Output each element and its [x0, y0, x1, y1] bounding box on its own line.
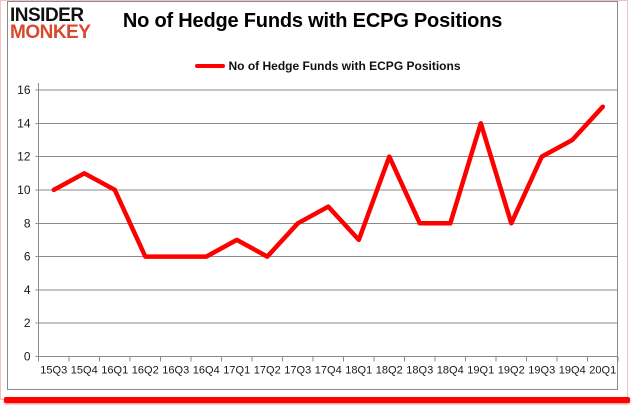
svg-text:4: 4 [24, 283, 31, 297]
svg-text:8: 8 [24, 216, 31, 230]
svg-text:18Q4: 18Q4 [437, 365, 464, 377]
svg-text:15Q4: 15Q4 [71, 365, 98, 377]
svg-text:2: 2 [24, 316, 31, 330]
svg-text:17Q2: 17Q2 [254, 365, 281, 377]
bottom-red-bar [4, 397, 630, 403]
svg-text:17Q1: 17Q1 [223, 365, 250, 377]
logo-word-monkey: MONKEY [10, 22, 91, 43]
svg-text:16Q4: 16Q4 [193, 365, 220, 377]
legend-line-swatch [195, 64, 226, 68]
svg-text:18Q1: 18Q1 [345, 365, 372, 377]
svg-text:14: 14 [17, 116, 31, 130]
logo-word-insider: INSIDER [10, 5, 84, 26]
svg-text:19Q2: 19Q2 [498, 365, 525, 377]
svg-text:20Q1: 20Q1 [589, 365, 616, 377]
svg-text:0: 0 [24, 350, 31, 364]
svg-text:15Q3: 15Q3 [40, 365, 67, 377]
chart-title: No of Hedge Funds with ECPG Positions [122, 10, 503, 32]
svg-text:18Q3: 18Q3 [406, 365, 433, 377]
svg-text:10: 10 [17, 183, 31, 197]
legend: No of Hedge Funds with ECPG Positions [38, 58, 618, 74]
svg-text:16: 16 [17, 83, 31, 97]
svg-text:16Q2: 16Q2 [132, 365, 159, 377]
legend-label: No of Hedge Funds with ECPG Positions [228, 59, 461, 73]
svg-text:19Q4: 19Q4 [559, 365, 586, 377]
insider-monkey-logo: INSIDER MONKEY [10, 5, 91, 43]
svg-text:18Q2: 18Q2 [376, 365, 403, 377]
svg-text:19Q1: 19Q1 [467, 365, 494, 377]
svg-text:16Q1: 16Q1 [101, 365, 128, 377]
svg-text:17Q4: 17Q4 [315, 365, 342, 377]
svg-text:17Q3: 17Q3 [284, 365, 311, 377]
chart-frame [7, 1, 618, 390]
svg-text:6: 6 [24, 250, 31, 264]
svg-text:19Q3: 19Q3 [528, 365, 555, 377]
svg-text:12: 12 [17, 150, 31, 164]
svg-text:16Q3: 16Q3 [162, 365, 189, 377]
